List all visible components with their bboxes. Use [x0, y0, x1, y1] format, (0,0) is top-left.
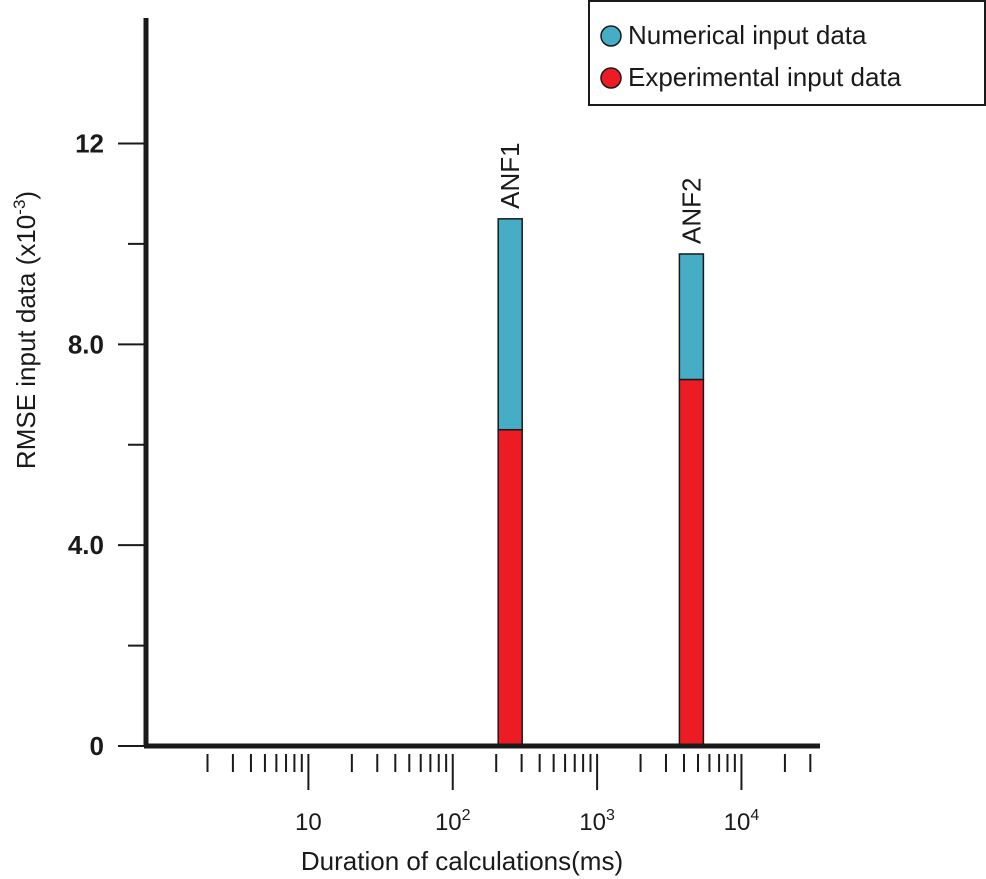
x-tick-label-3: 104 [724, 807, 760, 836]
x-tick-label-0: 10 [295, 809, 322, 836]
legend-marker-numerical [600, 25, 622, 47]
y-tick-label-3: 12 [75, 129, 104, 159]
legend-marker-experimental [600, 67, 622, 89]
y-axis-title: RMSE input data (x10-3) [10, 191, 41, 469]
bar-anf1-numerical [497, 218, 523, 431]
y-axis-title-close: ) [11, 191, 41, 200]
legend-label-experimental: Experimental input data [628, 62, 902, 92]
y-ticks-group: 0 4.0 8.0 12 [68, 129, 146, 761]
x-ticks-group: 10 102 103 104 [206, 754, 812, 836]
x-axis-title: Duration of calculations(ms) [301, 846, 623, 876]
y-axis-title-main: RMSE input data (x10 [11, 215, 41, 469]
legend: Numerical input data Experimental input … [588, 0, 986, 106]
bar-anf2-numerical [678, 253, 705, 381]
bar-label-anf2: ANF2 [676, 178, 706, 244]
y-tick-label-2: 8.0 [68, 329, 104, 359]
bar-label-anf1: ANF1 [495, 142, 525, 208]
legend-label-numerical: Numerical input data [628, 20, 867, 50]
bar-anf1-experimental [497, 428, 523, 747]
x-tick-label-1: 102 [435, 807, 471, 836]
y-axis-title-exp: -3 [10, 200, 29, 215]
bar-anf2-experimental [678, 378, 705, 747]
y-tick-label-0: 0 [90, 731, 104, 761]
x-tick-label-2: 103 [579, 807, 615, 836]
legend-box [588, 0, 986, 106]
bars-group [497, 218, 705, 747]
y-tick-label-1: 4.0 [68, 530, 104, 560]
bar-labels-group: ANF1 ANF2 [495, 142, 706, 244]
axes-group [143, 18, 820, 749]
